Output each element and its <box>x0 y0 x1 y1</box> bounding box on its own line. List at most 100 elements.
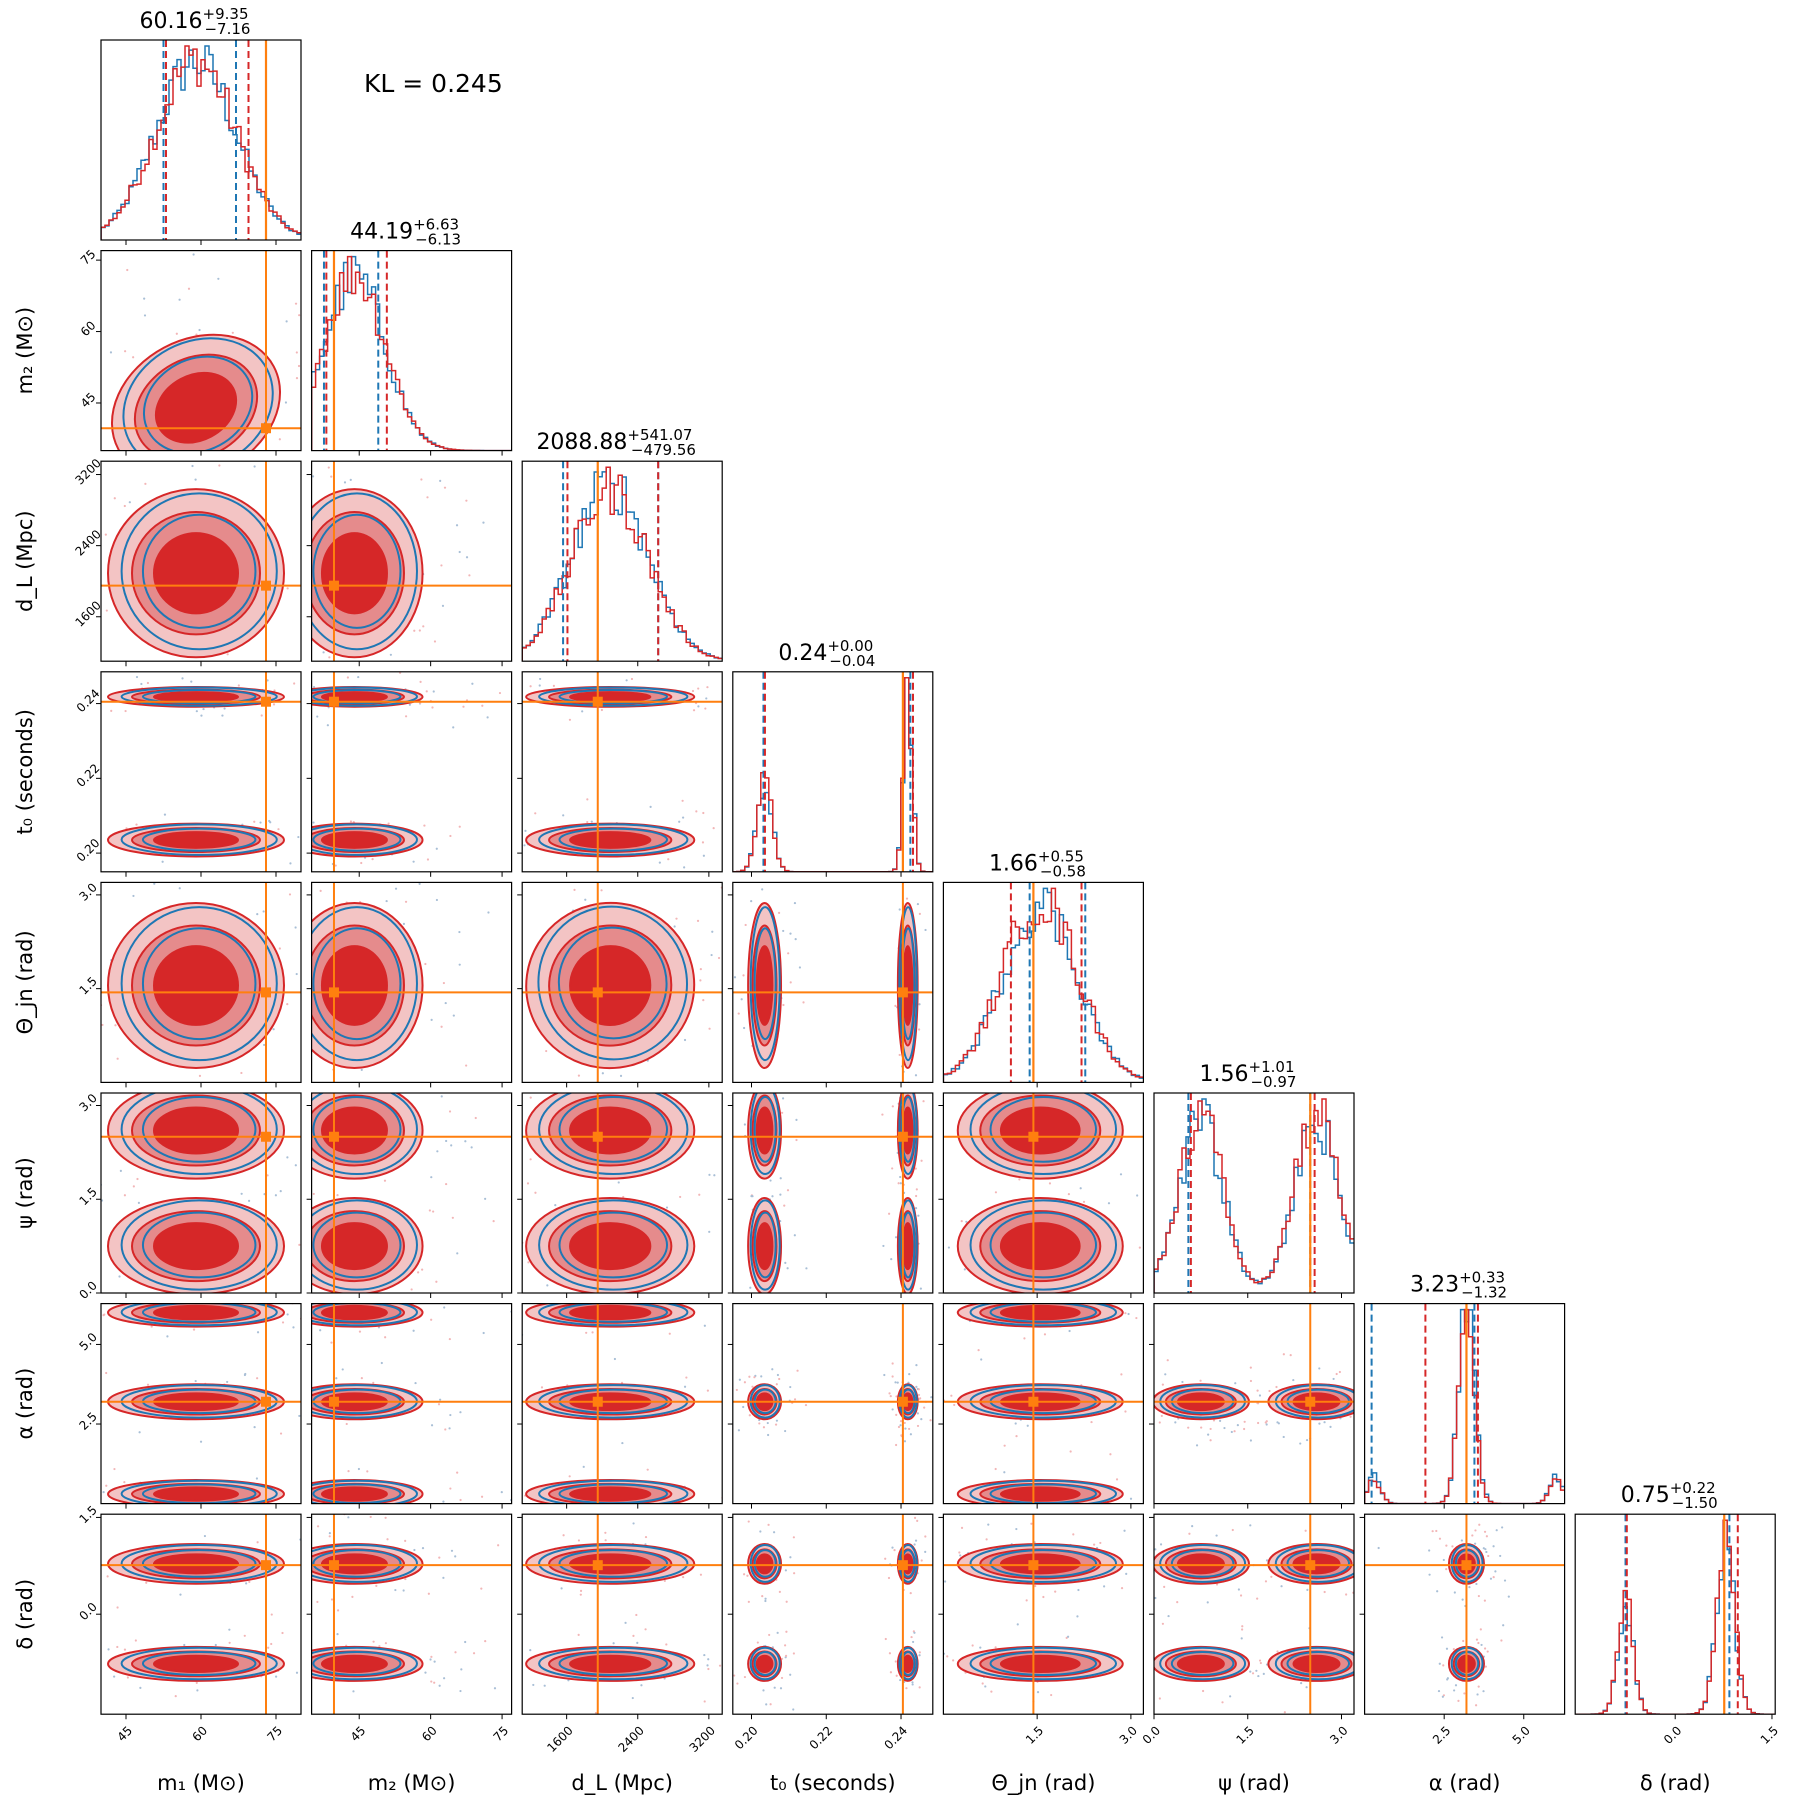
sample-point <box>3 537 5 539</box>
panel-content <box>1154 1303 1354 1504</box>
sample-point <box>706 1389 709 1392</box>
sample-point <box>408 1330 410 1332</box>
sample-point <box>347 1470 350 1473</box>
sample-point <box>1182 1485 1184 1487</box>
sample-point <box>1373 1584 1375 1586</box>
density-contour-blue <box>969 1479 1118 1504</box>
sample-point <box>532 1683 535 1687</box>
sample-point <box>1329 1425 1332 1428</box>
sample-point <box>57 350 59 352</box>
density-contour-blue <box>558 1651 669 1676</box>
sample-point <box>1215 1534 1218 1537</box>
sample-point <box>924 1535 927 1538</box>
sample-point <box>0 806 2 808</box>
title-plus: +0.22 <box>1670 1479 1716 1497</box>
sample-point <box>243 735 245 737</box>
sample-point <box>1016 1623 1019 1626</box>
sample-point <box>149 1505 151 1507</box>
density-contour <box>153 1654 239 1674</box>
sample-point <box>894 1660 897 1663</box>
panel-alpha-dL <box>452 1302 793 1509</box>
sample-point <box>765 1075 767 1077</box>
sample-point <box>707 1667 710 1671</box>
x-tick-label: 1.5 <box>1234 1723 1257 1746</box>
sample-point <box>500 688 502 690</box>
panel-content <box>943 882 1144 1083</box>
density-contour-blue <box>558 1096 669 1163</box>
sample-point <box>772 1531 776 1534</box>
sample-point <box>1262 1672 1265 1675</box>
sample-point <box>779 702 781 704</box>
sample-point <box>994 1467 997 1471</box>
sample-point <box>752 1486 754 1488</box>
sample-point <box>766 1327 768 1329</box>
sample-point <box>922 1187 924 1189</box>
sample-point <box>497 1121 499 1123</box>
sample-point <box>255 869 257 871</box>
sample-point <box>699 1573 703 1576</box>
panel-delta-t0: 0.20 0.22 0.24 <box>727 1513 934 1752</box>
sample-point <box>911 1683 914 1686</box>
sample-point <box>295 1360 297 1362</box>
sample-point <box>313 663 315 665</box>
sample-point <box>500 1488 502 1490</box>
density-contour-blue <box>558 1549 669 1578</box>
sample-point <box>420 1033 422 1035</box>
sample-point <box>768 1633 771 1637</box>
density-contour-blue <box>753 927 777 1041</box>
x-tick-label: 3200 <box>687 1723 718 1754</box>
density-contour-blue <box>312 1303 402 1323</box>
sample-point <box>791 1417 793 1419</box>
sample-point <box>37 989 39 991</box>
sample-point <box>321 665 323 667</box>
sample-point <box>679 1195 682 1199</box>
sample-point <box>429 1658 432 1661</box>
sample-point <box>484 1640 487 1643</box>
sample-point <box>793 1270 795 1272</box>
sample-point <box>277 1070 279 1072</box>
sample-point <box>1168 1205 1170 1207</box>
sample-point <box>268 819 271 823</box>
sample-point <box>408 703 411 706</box>
sample-point <box>549 1197 551 1199</box>
density-contour-blue <box>141 1096 257 1163</box>
sample-point <box>775 1383 778 1386</box>
sample-point <box>303 1664 305 1666</box>
density-contour <box>153 1304 239 1321</box>
sample-point <box>1125 1572 1128 1576</box>
sample-point <box>734 1064 736 1066</box>
sample-point <box>1299 1442 1302 1445</box>
sample-point <box>756 1641 759 1644</box>
sample-point <box>425 690 428 693</box>
sample-point <box>753 1376 756 1379</box>
sample-point <box>977 1522 979 1524</box>
sample-point <box>554 1327 556 1329</box>
sample-point <box>762 1689 765 1692</box>
sample-point <box>107 1648 110 1651</box>
panel-theta-t0 <box>727 881 934 1088</box>
panel-content <box>311 1303 512 1504</box>
sample-point <box>663 1579 666 1583</box>
histogram-red <box>1364 1308 1565 1504</box>
sample-point <box>1018 1332 1020 1334</box>
sample-point <box>792 1536 795 1539</box>
sample-point <box>1240 1637 1243 1640</box>
sample-point <box>61 1651 63 1653</box>
density-contour-blue <box>538 1199 689 1291</box>
sample-point <box>102 1491 105 1494</box>
density-contour <box>320 1304 388 1321</box>
sample-point <box>927 1707 929 1709</box>
sample-point <box>1276 1650 1279 1653</box>
sample-point <box>452 1319 454 1321</box>
sample-point <box>531 1625 533 1627</box>
sample-point <box>458 825 461 828</box>
sample-point <box>917 1534 919 1536</box>
sample-point <box>764 1599 767 1603</box>
sample-point <box>426 858 430 861</box>
panel-frame <box>311 1092 513 1294</box>
sample-point <box>914 1167 917 1170</box>
sample-point <box>890 1258 893 1261</box>
sample-point <box>794 938 797 941</box>
sample-point <box>1194 1322 1196 1324</box>
